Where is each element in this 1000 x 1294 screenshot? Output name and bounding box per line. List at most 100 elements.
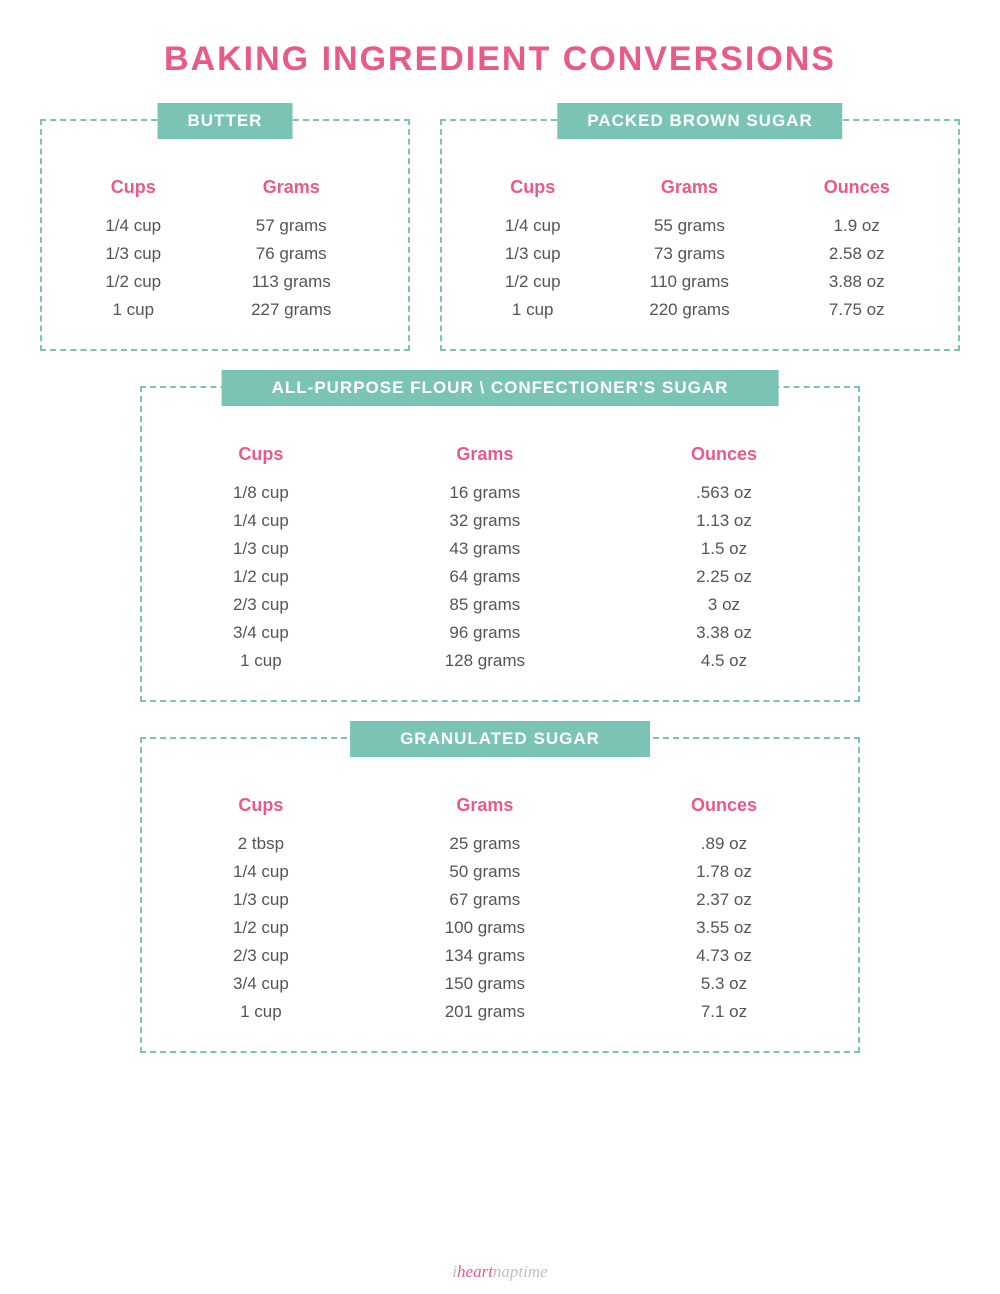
cell: 3/4 cup — [167, 970, 355, 998]
flour-table: Cups Grams Ounces 1/8 cup16 grams.563 oz… — [167, 438, 833, 675]
table-row: 1/4 cup57 grams — [67, 212, 383, 240]
cell: 25 grams — [355, 830, 615, 858]
table-row: 2 tbsp25 grams.89 oz — [167, 830, 833, 858]
brown-sugar-table: Cups Grams Ounces 1/4 cup55 grams1.9 oz … — [467, 171, 933, 324]
cell: 1 cup — [167, 647, 355, 675]
table-row: 2/3 cup85 grams3 oz — [167, 591, 833, 619]
cell: 1/3 cup — [167, 535, 355, 563]
cell: 4.5 oz — [615, 647, 833, 675]
cell: 85 grams — [355, 591, 615, 619]
cell: 32 grams — [355, 507, 615, 535]
cell: 3 oz — [615, 591, 833, 619]
footer-suffix: naptime — [493, 1262, 548, 1281]
table-row: 1/2 cup100 grams3.55 oz — [167, 914, 833, 942]
cell: 1/4 cup — [67, 212, 199, 240]
cell: 2/3 cup — [167, 591, 355, 619]
cell: .563 oz — [615, 479, 833, 507]
cell: 1 cup — [167, 998, 355, 1026]
cell: 2.37 oz — [615, 886, 833, 914]
col-header: Ounces — [780, 171, 933, 212]
cell: 4.73 oz — [615, 942, 833, 970]
cell: 50 grams — [355, 858, 615, 886]
cell: 2.25 oz — [615, 563, 833, 591]
table-row: 1/3 cup73 grams2.58 oz — [467, 240, 933, 268]
cell: 43 grams — [355, 535, 615, 563]
granulated-sugar-card: GRANULATED SUGAR Cups Grams Ounces 2 tbs… — [140, 737, 860, 1053]
cell: 57 grams — [199, 212, 383, 240]
cell: 76 grams — [199, 240, 383, 268]
cell: 2 tbsp — [167, 830, 355, 858]
brown-sugar-tab: PACKED BROWN SUGAR — [557, 103, 842, 139]
cell: 5.3 oz — [615, 970, 833, 998]
table-row: 3/4 cup150 grams5.3 oz — [167, 970, 833, 998]
cell: 150 grams — [355, 970, 615, 998]
col-header: Cups — [467, 171, 598, 212]
cell: 110 grams — [598, 268, 780, 296]
table-row: 1/3 cup76 grams — [67, 240, 383, 268]
cell: 1.9 oz — [780, 212, 933, 240]
flour-tab: ALL-PURPOSE FLOUR \ CONFECTIONER'S SUGAR — [222, 370, 779, 406]
col-header: Cups — [67, 171, 199, 212]
col-header: Grams — [355, 789, 615, 830]
col-header: Grams — [598, 171, 780, 212]
cell: 1 cup — [467, 296, 598, 324]
cell: 2/3 cup — [167, 942, 355, 970]
cell: 134 grams — [355, 942, 615, 970]
cell: 1/4 cup — [167, 858, 355, 886]
table-row: 3/4 cup96 grams3.38 oz — [167, 619, 833, 647]
cell: 67 grams — [355, 886, 615, 914]
table-row: 2/3 cup134 grams4.73 oz — [167, 942, 833, 970]
col-header: Ounces — [615, 789, 833, 830]
table-row: 1 cup227 grams — [67, 296, 383, 324]
table-row: 1/2 cup110 grams3.88 oz — [467, 268, 933, 296]
granulated-sugar-table: Cups Grams Ounces 2 tbsp25 grams.89 oz 1… — [167, 789, 833, 1026]
cell: 2.58 oz — [780, 240, 933, 268]
cell: 1/3 cup — [67, 240, 199, 268]
cell: 1/2 cup — [467, 268, 598, 296]
cell: 1/4 cup — [167, 507, 355, 535]
table-row: 1/8 cup16 grams.563 oz — [167, 479, 833, 507]
cell: 1/2 cup — [167, 563, 355, 591]
cell: 7.75 oz — [780, 296, 933, 324]
table-row: 1 cup128 grams4.5 oz — [167, 647, 833, 675]
cell: 1/2 cup — [167, 914, 355, 942]
col-header: Grams — [355, 438, 615, 479]
cell: 1/3 cup — [467, 240, 598, 268]
cell: 3/4 cup — [167, 619, 355, 647]
col-header: Ounces — [615, 438, 833, 479]
col-header: Grams — [199, 171, 383, 212]
cell: 64 grams — [355, 563, 615, 591]
footer-logo: iheartnaptime — [0, 1262, 1000, 1282]
cell: 96 grams — [355, 619, 615, 647]
col-header: Cups — [167, 438, 355, 479]
butter-tab: BUTTER — [158, 103, 293, 139]
cell: 3.38 oz — [615, 619, 833, 647]
butter-card: BUTTER Cups Grams 1/4 cup57 grams 1/3 cu… — [40, 119, 410, 351]
cell: 201 grams — [355, 998, 615, 1026]
cell: 113 grams — [199, 268, 383, 296]
table-row: 1/3 cup67 grams2.37 oz — [167, 886, 833, 914]
cell: 220 grams — [598, 296, 780, 324]
flour-card: ALL-PURPOSE FLOUR \ CONFECTIONER'S SUGAR… — [140, 386, 860, 702]
cell: 73 grams — [598, 240, 780, 268]
butter-table: Cups Grams 1/4 cup57 grams 1/3 cup76 gra… — [67, 171, 383, 324]
table-row: 1/4 cup50 grams1.78 oz — [167, 858, 833, 886]
table-row: 1/4 cup32 grams1.13 oz — [167, 507, 833, 535]
top-row: BUTTER Cups Grams 1/4 cup57 grams 1/3 cu… — [40, 119, 960, 351]
col-header: Cups — [167, 789, 355, 830]
cell: 1/2 cup — [67, 268, 199, 296]
cell: .89 oz — [615, 830, 833, 858]
granulated-sugar-tab: GRANULATED SUGAR — [350, 721, 650, 757]
cell: 1/8 cup — [167, 479, 355, 507]
cell: 3.55 oz — [615, 914, 833, 942]
cell: 1/4 cup — [467, 212, 598, 240]
cell: 55 grams — [598, 212, 780, 240]
cell: 1/3 cup — [167, 886, 355, 914]
table-row: 1/2 cup113 grams — [67, 268, 383, 296]
brown-sugar-card: PACKED BROWN SUGAR Cups Grams Ounces 1/4… — [440, 119, 960, 351]
table-row: 1/2 cup64 grams2.25 oz — [167, 563, 833, 591]
table-row: 1/3 cup43 grams1.5 oz — [167, 535, 833, 563]
cell: 100 grams — [355, 914, 615, 942]
cell: 1.13 oz — [615, 507, 833, 535]
footer-heart: heart — [457, 1262, 493, 1281]
